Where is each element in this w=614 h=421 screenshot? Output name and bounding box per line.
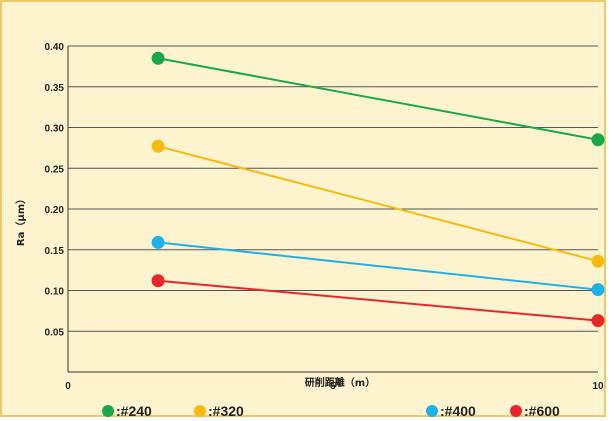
series-line (158, 279, 599, 322)
data-point (151, 51, 165, 65)
legend-label: :#320 (208, 403, 244, 419)
data-point (151, 274, 165, 288)
x-axis-label: 研削距離（m） (305, 376, 375, 389)
legend-marker (426, 405, 438, 417)
legend-label: :#240 (116, 403, 152, 419)
y-tick-label: 0.10 (45, 287, 65, 298)
legend: :#240 :#320 :#400 :#600 (102, 403, 560, 419)
legend-marker (510, 405, 522, 417)
y-tick-labels: 0.05 0.10 0.15 0.20 0.25 0.30 0.35 0.40 (45, 42, 65, 338)
axes (67, 46, 598, 373)
x-tick-label: 0 (65, 381, 71, 392)
legend-marker (102, 405, 114, 417)
y-tick-label: 0.05 (45, 327, 65, 338)
y-tick-label: 0.20 (45, 205, 65, 216)
x-tick-label: 10 (592, 381, 604, 392)
data-point (151, 139, 165, 153)
x-tick-labels: 0 5 10 (65, 381, 604, 392)
gridlines (68, 45, 598, 332)
legend-label: :#400 (440, 403, 476, 419)
data-point (151, 235, 165, 249)
y-tick-label: 0.35 (45, 83, 65, 94)
data-point (591, 254, 605, 268)
legend-label: :#600 (524, 403, 560, 419)
x-tick-label: 5 (330, 381, 336, 392)
series-line (157, 145, 599, 263)
legend-marker (194, 405, 206, 417)
series-line (157, 57, 599, 141)
series-group (151, 51, 605, 328)
y-tick-label: 0.15 (45, 246, 65, 257)
data-point (591, 314, 605, 328)
y-tick-label: 0.25 (45, 164, 65, 175)
y-axis-label: Ra（μm） (14, 194, 27, 246)
series-line (157, 241, 599, 291)
y-tick-label: 0.30 (45, 124, 65, 135)
data-point (591, 283, 605, 297)
data-point (591, 133, 605, 147)
y-tick-label: 0.40 (45, 42, 65, 53)
